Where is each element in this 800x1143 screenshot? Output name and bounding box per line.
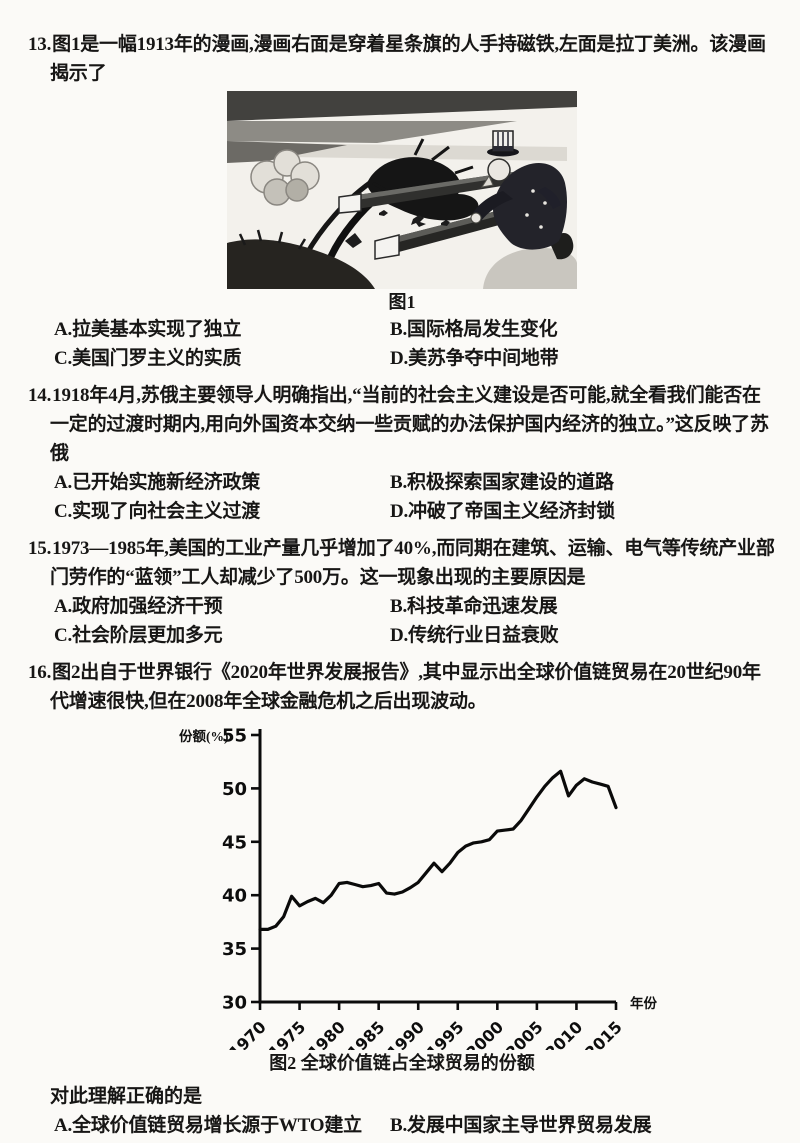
- option-a: A.政府加强经济干预: [54, 596, 223, 617]
- gvc-share-line: [258, 769, 618, 931]
- ground: [227, 239, 375, 289]
- x-tick-label: 2000: [462, 1017, 507, 1050]
- question-13: 13.图1是一幅1913年的漫画,漫画右面是穿着星条旗的人手持磁铁,左面是拉丁美…: [28, 30, 776, 373]
- figure-1: 图1: [226, 91, 578, 315]
- x-tick-label: 1995: [423, 1017, 468, 1050]
- question-text: 1973—1985年,美国的工业产量几乎增加了40%,而同期在建筑、运输、电气等…: [50, 538, 775, 588]
- sky-streak-mid: [227, 121, 517, 143]
- y-tick-label: 45: [222, 832, 247, 853]
- option-d: D.冲破了帝国主义经济封锁: [390, 501, 615, 522]
- figure-2-caption: 图2 全球价值链占全球贸易的份额: [269, 1053, 535, 1073]
- x-tick-label: 2015: [581, 1017, 626, 1050]
- question-14-stem: 14.1918年4月,苏俄主要领导人明确指出,“当前的社会主义建设是否可能,就全…: [28, 381, 776, 468]
- y-tick-label: 30: [222, 993, 247, 1014]
- question-number: 16.: [28, 662, 52, 683]
- political-cartoon-image: [227, 91, 577, 289]
- question-text: 图2出自于世界银行《2020年世界发展报告》,其中显示出全球价值链贸易在20世纪…: [50, 662, 761, 712]
- option-d: D.传统行业日益衰败: [390, 625, 559, 646]
- line-chart-svg: 30 35 40 45 50 55 1970197519801985199019952000…: [179, 726, 658, 1063]
- question-15: 15.1973—1985年,美国的工业产量几乎增加了40%,而同期在建筑、运输、…: [28, 534, 776, 650]
- uncle-sam-figure: [470, 130, 577, 289]
- option-c: C.美国门罗主义的实质: [54, 348, 242, 369]
- option-b: B.科技革命迅速发展: [390, 596, 558, 617]
- flying-debris: [379, 210, 450, 227]
- question-13-options: A.拉美基本实现了独立 B.国际格局发生变化 C.美国门罗主义的实质 D.美苏争…: [54, 315, 776, 373]
- y-axis-label: 份额(%): [179, 728, 229, 744]
- option-b: B.发展中国家主导世界贸易发展: [390, 1115, 652, 1136]
- option-c: C.实现了向社会主义过渡: [54, 501, 261, 522]
- grass-strokes: [238, 229, 307, 250]
- question-15-options: A.政府加强经济干预 B.科技革命迅速发展 C.社会阶层更加多元 D.传统行业日…: [54, 592, 776, 650]
- x-tick-label: 1970: [225, 1017, 270, 1050]
- figure-1-caption: 图1: [388, 292, 416, 312]
- option-d: D.美苏争夺中间地带: [390, 348, 559, 369]
- question-16-stem-after: 对此理解正确的是: [50, 1086, 203, 1107]
- x-tick-label: 1985: [344, 1017, 389, 1050]
- x-tick-label: 2005: [502, 1017, 547, 1050]
- question-number: 14.: [28, 385, 52, 406]
- question-14-options: A.已开始实施新经济政策 B.积极探索国家建设的道路 C.实现了向社会主义过渡 …: [54, 468, 776, 526]
- question-16-options: A.全球价值链贸易增长源于WTO建立 B.发展中国家主导世界贸易发展 C.合作共…: [54, 1111, 776, 1143]
- option-b: B.积极探索国家建设的道路: [390, 472, 614, 493]
- question-text: 1918年4月,苏俄主要领导人明确指出,“当前的社会主义建设是否可能,就全看我们…: [50, 385, 769, 464]
- option-a: A.拉美基本实现了独立: [54, 319, 242, 340]
- figure-2-chart: 30 35 40 45 50 55 1970 1975 1980 1985 1990 1995 2000…: [178, 720, 776, 1063]
- option-a: A.全球价值链贸易增长源于WTO建立: [54, 1115, 362, 1136]
- x-tick-label: 1990: [383, 1017, 428, 1050]
- y-tick-label: 50: [222, 779, 247, 800]
- question-number: 15.: [28, 538, 52, 559]
- question-16: 16.图2出自于世界银行《2020年世界发展报告》,其中显示出全球价值链贸易在2…: [28, 658, 776, 1143]
- option-b: B.国际格局发生变化: [390, 319, 558, 340]
- x-tick-label: 2010: [541, 1017, 586, 1050]
- y-tick-label: 40: [222, 886, 247, 907]
- x-tick-label: 1980: [304, 1017, 349, 1050]
- option-c: C.社会阶层更加多元: [54, 625, 223, 646]
- x-axis-label: 年份: [630, 995, 658, 1011]
- question-16-stem: 16.图2出自于世界银行《2020年世界发展报告》,其中显示出全球价值链贸易在2…: [28, 658, 776, 716]
- smoke-clouds: [250, 149, 320, 206]
- y-tick-label: 35: [222, 939, 247, 960]
- x-tick-label: 1975: [264, 1017, 309, 1050]
- question-number: 13.: [28, 34, 52, 55]
- sky-streak-dark: [227, 91, 577, 121]
- question-14: 14.1918年4月,苏俄主要领导人明确指出,“当前的社会主义建设是否可能,就全…: [28, 381, 776, 526]
- question-text: 图1是一幅1913年的漫画,漫画右面是穿着星条旗的人手持磁铁,左面是拉丁美洲。该…: [50, 34, 766, 84]
- y-tick-label: 55: [222, 726, 247, 747]
- question-13-stem: 13.图1是一幅1913年的漫画,漫画右面是穿着星条旗的人手持磁铁,左面是拉丁美…: [28, 30, 776, 88]
- question-15-stem: 15.1973—1985年,美国的工业产量几乎增加了40%,而同期在建筑、运输、…: [28, 534, 776, 592]
- option-a: A.已开始实施新经济政策: [54, 472, 261, 493]
